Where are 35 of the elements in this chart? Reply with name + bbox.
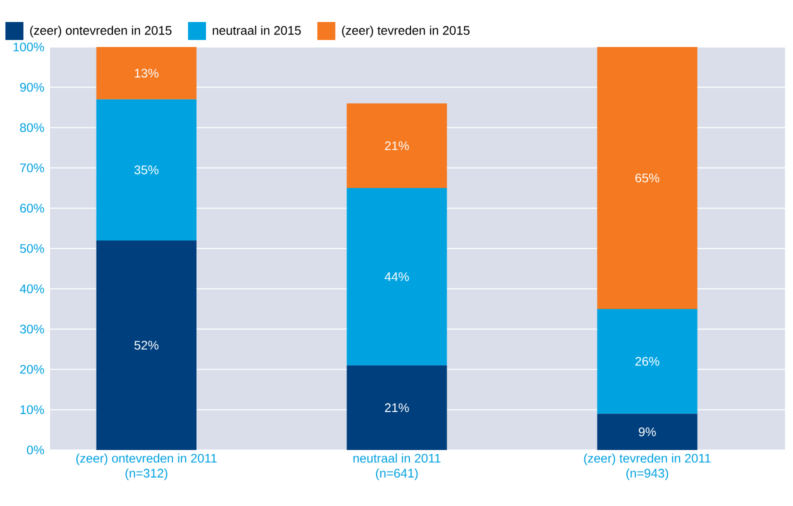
data-label: 21% [385, 403, 409, 412]
data-label: 44% [384, 272, 409, 282]
data-label: 65% [635, 174, 660, 182]
y-tick-label: 90% [20, 82, 44, 92]
y-tick-label: 70% [20, 163, 44, 172]
legend-label: (zeer) ontevreden in 2015 [30, 26, 172, 38]
x-tick-label: (zeer) tevreden in 2011 (n=943) [584, 454, 711, 480]
y-tick-label: 50% [20, 244, 44, 253]
y-tick-label: 40% [20, 284, 44, 294]
y-tick-label: 30% [20, 324, 44, 334]
data-label: 21% [385, 141, 409, 150]
y-tick-label: 100% [14, 42, 44, 52]
bar [96, 240, 196, 450]
bar [597, 46, 698, 309]
x-tick-label: (zeer) ontevreden in 2011 (n=312) [76, 454, 217, 480]
bar [346, 365, 447, 450]
data-label: 9% [638, 427, 656, 436]
bar [346, 188, 447, 366]
bar [96, 46, 196, 100]
legend-label: (zeer) tevreden in 2015 [342, 26, 470, 38]
y-tick-label: 20% [20, 365, 44, 374]
y-tick-label: 0% [26, 446, 44, 454]
data-label: 35% [134, 166, 158, 174]
legend-label: neutraal in 2015 [212, 26, 301, 35]
bar [96, 99, 196, 240]
y-tick-label: 60% [20, 204, 44, 213]
data-label: 13% [134, 68, 158, 78]
y-tick-label: 10% [20, 405, 44, 414]
x-tick-label: neutraal in 2011 (n=641) [353, 454, 440, 480]
bar [597, 308, 698, 414]
bar [597, 414, 698, 450]
data-label: 26% [635, 356, 660, 366]
y-tick-label: 80% [20, 123, 44, 132]
data-label: 52% [134, 340, 158, 350]
bar [346, 103, 447, 188]
